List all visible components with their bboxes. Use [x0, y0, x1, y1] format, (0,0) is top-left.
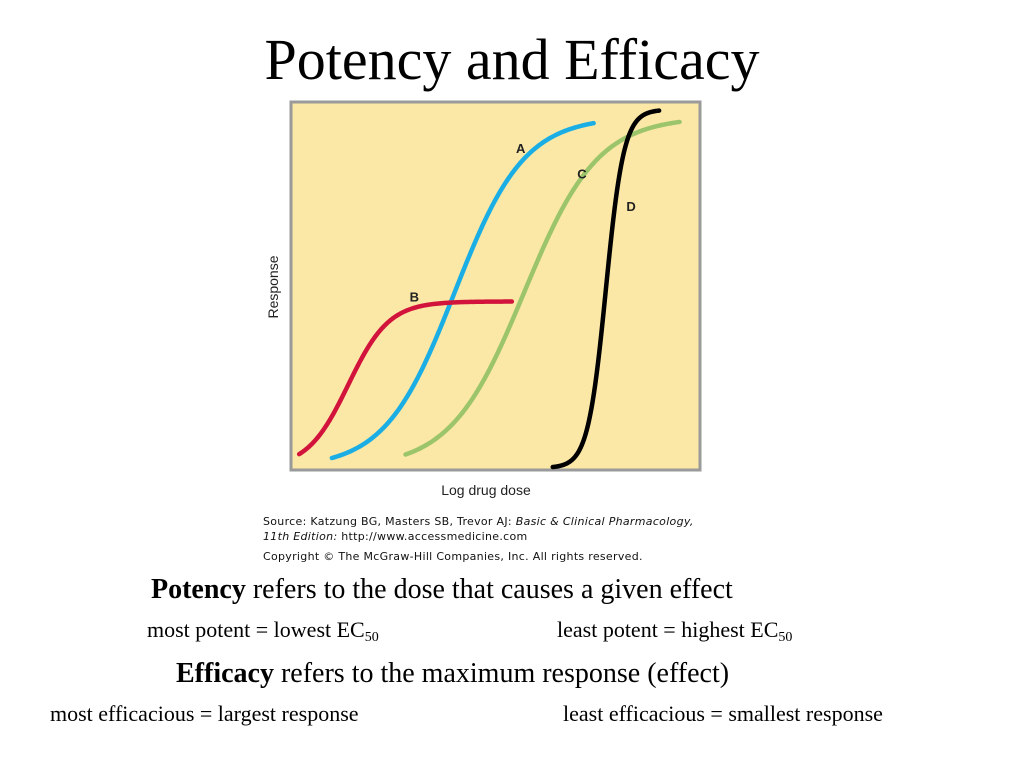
efficacy-term: Efficacy — [176, 658, 274, 689]
series-c-curve — [403, 119, 682, 457]
edition-line: 11th Edition: http://www.accessmedicine.… — [263, 530, 528, 543]
edition: 11th Edition: — [263, 530, 338, 543]
ec50-subscript: 50 — [364, 630, 379, 645]
most-potent-text: most potent = lowest EC — [147, 617, 365, 642]
efficacy-definition-text: refers to the maximum response (effect) — [273, 658, 730, 689]
ec50-subscript: 50 — [778, 630, 793, 645]
series-a-label: A — [516, 141, 526, 156]
book-title: Basic & Clinical Pharmacology, — [515, 515, 694, 528]
most-potent-note: most potent = lowest EC50 — [147, 617, 379, 645]
efficacy-definition: Efficacy refers to the maximum response … — [176, 658, 729, 690]
series-b-label: B — [410, 290, 419, 305]
source-label: Source: Katzung BG, Masters SB, Trevor A… — [263, 515, 516, 528]
series-c-label: C — [577, 166, 587, 181]
most-efficacious-note: most efficacious = largest response — [50, 701, 359, 726]
potency-definition-text: refers to the dose that causes a given e… — [245, 574, 733, 605]
least-potent-text: least potent = highest EC — [557, 617, 779, 642]
series-d-curve — [550, 108, 662, 470]
least-efficacious-note: least efficacious = smallest response — [563, 701, 883, 726]
plot-background — [289, 100, 702, 472]
series-b-curve — [296, 299, 515, 457]
slide-title: Potency and Efficacy — [264, 27, 760, 92]
source-citation: Source: Katzung BG, Masters SB, Trevor A… — [263, 515, 694, 528]
series-a-curve — [329, 120, 596, 461]
series-layer: A B C D — [296, 108, 682, 470]
least-potent-note: least potent = highest EC50 — [557, 617, 793, 645]
source-url: http://www.accessmedicine.com — [337, 530, 528, 543]
potency-term: Potency — [151, 574, 246, 605]
potency-definition: Potency refers to the dose that causes a… — [151, 574, 733, 606]
y-axis-label: Response — [265, 255, 281, 318]
series-d-label: D — [626, 199, 635, 214]
x-axis-label: Log drug dose — [441, 482, 531, 498]
copyright-line: Copyright © The McGraw-Hill Companies, I… — [263, 550, 643, 563]
